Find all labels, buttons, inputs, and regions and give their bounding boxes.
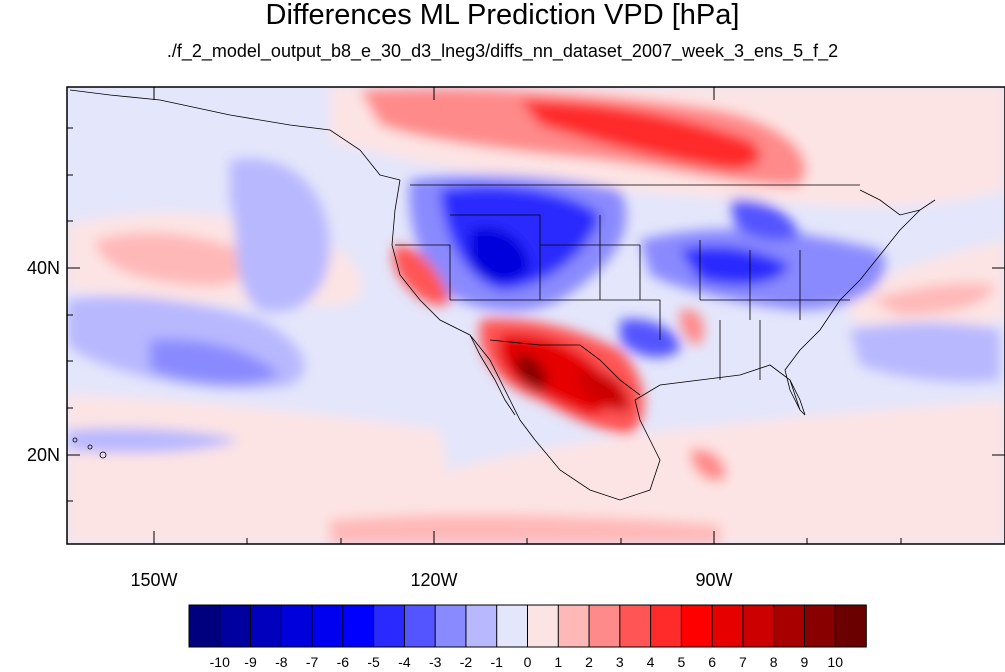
pink-band-southeast xyxy=(450,400,1005,544)
coastlines xyxy=(69,89,936,501)
blue-atlantic xyxy=(850,322,1000,382)
colorbar-swatch xyxy=(373,604,406,648)
colorbar-swatch xyxy=(680,604,713,648)
gulf-east-coastline xyxy=(534,209,921,501)
blue-pacific-core xyxy=(150,339,280,385)
pink-bottom-band xyxy=(330,514,720,544)
lon-label-150w: 150W xyxy=(130,570,178,590)
colorbar xyxy=(188,604,867,648)
lon-label-90w: 90W xyxy=(695,570,733,590)
colorbar-swatch xyxy=(342,604,375,648)
colorbar-tick-label: 4 xyxy=(646,654,655,670)
chart-subtitle: ./f_2_model_output_b8_e_30_d3_lneg3/diff… xyxy=(166,41,839,61)
chart-title: Differences ML Prediction VPD [hPa] xyxy=(265,0,740,31)
colorbar-tick-label: 9 xyxy=(800,654,809,670)
state-borders xyxy=(395,214,850,380)
colorbar-swatch xyxy=(803,604,837,648)
colorbar-tick-label: -10 xyxy=(209,654,230,670)
us-mexico-border xyxy=(489,339,641,396)
colorbar-tick-label: -3 xyxy=(428,654,442,670)
hawaii-islands xyxy=(72,437,107,459)
colorbar-tick-label: 0 xyxy=(523,654,532,670)
red-arizona-core xyxy=(498,334,609,415)
colorbar-tick-label: -4 xyxy=(398,654,411,670)
red-california xyxy=(393,245,450,306)
colorbar-swatch xyxy=(834,604,867,648)
blue-great-lakes xyxy=(730,199,800,241)
blue-texas-east xyxy=(620,319,680,358)
colorbar-tick-label: 1 xyxy=(554,654,563,670)
colorbar-swatch xyxy=(557,604,590,648)
contour-fills xyxy=(67,87,1005,544)
colorbar-tick-label: 6 xyxy=(708,654,717,670)
colorbar-swatch xyxy=(188,604,221,648)
baja-coastline xyxy=(469,334,516,416)
lon-label-120w: 120W xyxy=(410,570,458,590)
colorbar-tick-label: -9 xyxy=(244,654,257,670)
pink-patch-pacific xyxy=(95,232,252,286)
alaska-canada-coast xyxy=(69,89,401,181)
blue-pacific-north xyxy=(230,158,330,312)
map-panel xyxy=(67,87,1005,544)
red-caribbean-patch xyxy=(690,449,726,481)
colorbar-tick-label: 3 xyxy=(615,654,624,670)
colorbar-swatch xyxy=(280,604,313,648)
florida-coast xyxy=(789,379,806,416)
lon-ticks xyxy=(153,87,902,544)
colorbar-swatch xyxy=(311,604,344,648)
colorbar-tick-label: 8 xyxy=(769,654,778,670)
red-texas-core xyxy=(580,369,630,411)
west-coastline xyxy=(391,179,536,441)
colorbar-swatch xyxy=(403,604,436,648)
colorbar-tick-label: 10 xyxy=(827,654,843,670)
colorbar-swatch xyxy=(619,604,652,648)
colorbar-tick-label: -6 xyxy=(336,654,350,670)
colorbar-swatch xyxy=(742,604,775,648)
blue-ohio-core xyxy=(680,245,790,285)
colorbar-tick-label: -7 xyxy=(305,654,319,670)
colorbar-swatch xyxy=(527,604,560,648)
red-core-canada xyxy=(520,100,761,170)
colorbar-swatch xyxy=(219,604,252,648)
colorbar-swatch xyxy=(250,604,283,648)
colorbar-tick-label: -8 xyxy=(275,654,288,670)
red-darkest-core xyxy=(515,354,546,391)
colorbar-tick-label: 5 xyxy=(677,654,686,670)
lat-ticks xyxy=(67,127,1005,502)
colorbar-swatch xyxy=(434,604,467,648)
northeast-coast xyxy=(859,189,936,216)
red-arkansas xyxy=(679,309,704,345)
pink-patch-atlantic xyxy=(870,283,995,315)
colorbar-tick-label: -2 xyxy=(459,654,473,670)
lat-label-40n: 40N xyxy=(26,258,60,278)
blue-south-pacific xyxy=(67,428,240,453)
colorbar-tick-label: -1 xyxy=(490,654,503,670)
colorbar-tick-label: 7 xyxy=(739,654,747,670)
colorbar-tick-label: 2 xyxy=(585,654,593,670)
lat-label-20n: 20N xyxy=(26,445,60,465)
colorbar-swatch xyxy=(588,604,621,648)
blue-nevada-core xyxy=(470,227,530,283)
colorbar-swatch xyxy=(465,604,498,648)
colorbar-swatch xyxy=(650,604,683,648)
colorbar-tick-label: -5 xyxy=(367,654,380,670)
colorbar-swatch xyxy=(496,604,529,648)
colorbar-swatch xyxy=(711,604,744,648)
colorbar-swatch xyxy=(773,604,806,648)
